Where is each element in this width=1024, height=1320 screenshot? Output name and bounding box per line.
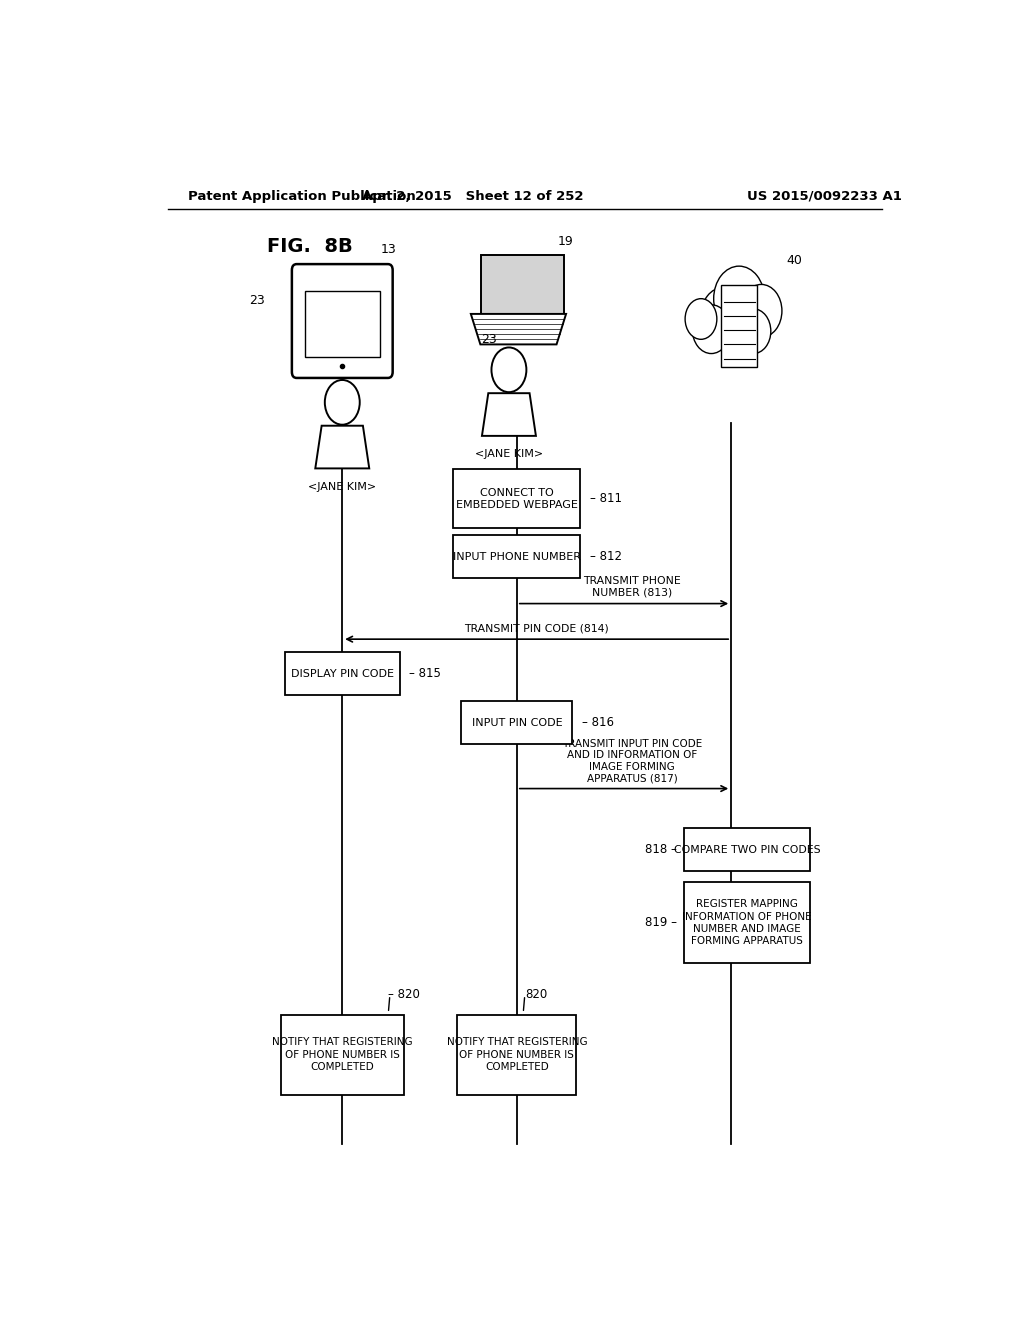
Text: Patent Application Publication: Patent Application Publication: [187, 190, 416, 202]
Text: TRANSMIT INPUT PIN CODE
AND ID INFORMATION OF
IMAGE FORMING
APPARATUS (817): TRANSMIT INPUT PIN CODE AND ID INFORMATI…: [562, 739, 702, 784]
Text: – 815: – 815: [410, 667, 441, 680]
FancyBboxPatch shape: [304, 290, 380, 356]
FancyBboxPatch shape: [454, 536, 581, 578]
Text: INPUT PIN CODE: INPUT PIN CODE: [471, 718, 562, 727]
FancyBboxPatch shape: [292, 264, 392, 378]
Text: 820: 820: [524, 989, 547, 1002]
Text: – 811: – 811: [590, 492, 622, 506]
Text: INPUT PHONE NUMBER: INPUT PHONE NUMBER: [453, 552, 581, 562]
FancyBboxPatch shape: [684, 828, 811, 871]
Circle shape: [492, 347, 526, 392]
FancyBboxPatch shape: [461, 701, 572, 744]
Polygon shape: [471, 314, 566, 345]
Text: <JANE KIM>: <JANE KIM>: [475, 449, 543, 459]
Circle shape: [740, 284, 782, 338]
Text: 819 –: 819 –: [645, 916, 677, 929]
Text: – 820: – 820: [388, 989, 420, 1002]
FancyBboxPatch shape: [458, 1015, 577, 1094]
Circle shape: [692, 305, 730, 354]
Circle shape: [714, 267, 765, 331]
Text: 23: 23: [249, 294, 265, 308]
Text: 40: 40: [786, 253, 803, 267]
Circle shape: [685, 298, 717, 339]
Polygon shape: [481, 255, 564, 314]
FancyBboxPatch shape: [721, 285, 757, 367]
Text: TRANSMIT PHONE
NUMBER (813): TRANSMIT PHONE NUMBER (813): [583, 576, 681, 598]
Text: 23: 23: [481, 333, 497, 346]
Text: REGISTER MAPPING
INFORMATION OF PHONE
NUMBER AND IMAGE
FORMING APPARATUS: REGISTER MAPPING INFORMATION OF PHONE NU…: [682, 899, 812, 946]
FancyBboxPatch shape: [454, 470, 581, 528]
Text: TRANSMIT PIN CODE (814): TRANSMIT PIN CODE (814): [464, 623, 609, 634]
Text: CONNECT TO
EMBEDDED WEBPAGE: CONNECT TO EMBEDDED WEBPAGE: [456, 487, 578, 510]
Circle shape: [736, 309, 771, 354]
FancyBboxPatch shape: [285, 652, 399, 696]
Text: – 816: – 816: [582, 715, 614, 729]
Text: FIG.  8B: FIG. 8B: [267, 238, 352, 256]
Text: <JANE KIM>: <JANE KIM>: [308, 482, 377, 491]
Text: NOTIFY THAT REGISTERING
OF PHONE NUMBER IS
COMPLETED: NOTIFY THAT REGISTERING OF PHONE NUMBER …: [446, 1038, 587, 1072]
Text: 13: 13: [380, 243, 396, 256]
Circle shape: [325, 380, 359, 425]
Text: Apr. 2, 2015   Sheet 12 of 252: Apr. 2, 2015 Sheet 12 of 252: [362, 190, 584, 202]
Text: NOTIFY THAT REGISTERING
OF PHONE NUMBER IS
COMPLETED: NOTIFY THAT REGISTERING OF PHONE NUMBER …: [272, 1038, 413, 1072]
FancyBboxPatch shape: [281, 1015, 403, 1094]
Text: 19: 19: [558, 235, 573, 248]
Polygon shape: [482, 393, 536, 436]
Text: US 2015/0092233 A1: US 2015/0092233 A1: [748, 190, 902, 202]
Circle shape: [701, 288, 745, 345]
Text: DISPLAY PIN CODE: DISPLAY PIN CODE: [291, 669, 394, 678]
Text: – 812: – 812: [590, 550, 622, 564]
Text: 818 –: 818 –: [645, 843, 677, 857]
Text: COMPARE TWO PIN CODES: COMPARE TWO PIN CODES: [674, 845, 820, 854]
FancyBboxPatch shape: [684, 882, 811, 964]
Polygon shape: [315, 426, 370, 469]
